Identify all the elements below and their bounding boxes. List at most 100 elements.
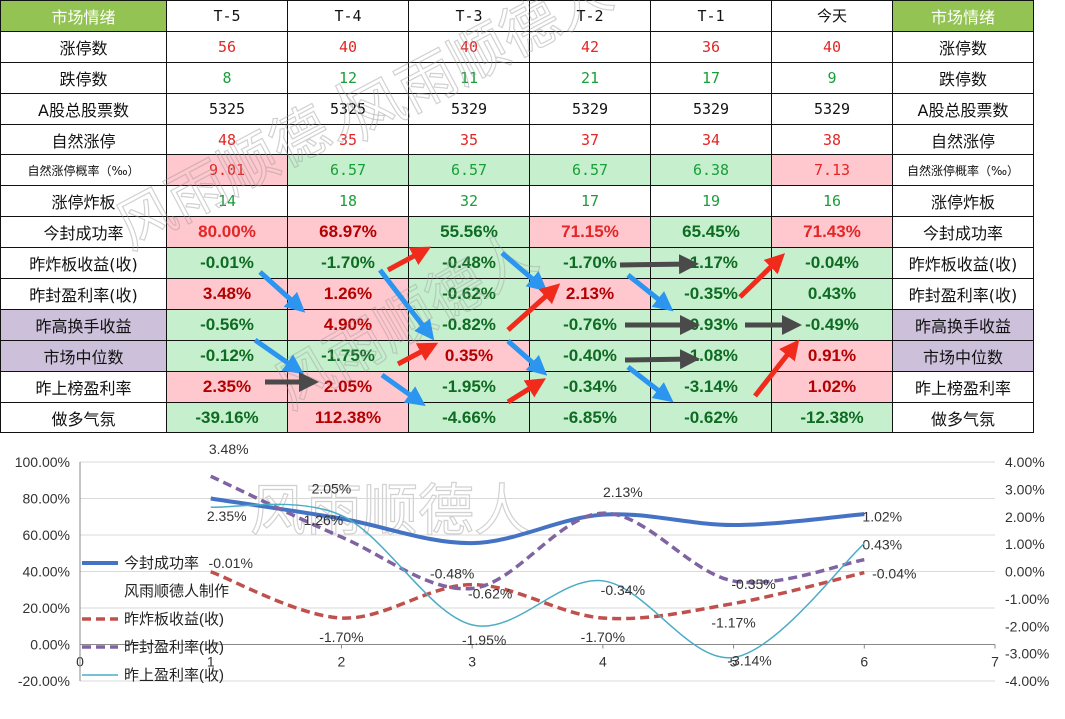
row-label-right: 跌停数 (892, 61, 1034, 94)
row-value: 9 (771, 61, 893, 94)
row-value: -1.70% (529, 247, 651, 280)
row-value: -3.14% (650, 370, 772, 403)
row-value: 2.05% (287, 370, 409, 403)
data-label: 0.43% (862, 537, 902, 553)
row-value: -0.48% (408, 247, 530, 280)
data-label: -0.35% (731, 576, 775, 592)
y-left-tick-label: 100.00% (15, 454, 70, 470)
row-value: -0.35% (650, 278, 772, 310)
row-value: 12 (287, 61, 409, 94)
row-label-right: 涨停数 (892, 30, 1034, 63)
table-row: 做多气氛 -39.16% 112.38% -4.66% -6.85% -0.62% -12.… (0, 401, 1034, 434)
row-label: 涨停数 (0, 30, 167, 63)
legend-entry: 昨上盈利率(收) (124, 667, 224, 684)
x-tick-label: 6 (860, 654, 868, 670)
table-row: 市场中位数 -0.12% -1.75% 0.35% -0.40% -1.08% 0.91% 市… (0, 339, 1034, 372)
row-value: 2.35% (166, 370, 288, 403)
header-day: T-2 (529, 0, 651, 32)
y-right-tick-label: -1.00% (1005, 591, 1049, 607)
series-line (210, 503, 865, 659)
table-row: 昨封盈利率(收) 3.48% 1.26% -0.62% 2.13% -0.35% 0.43%… (0, 278, 1034, 310)
table-row: 涨停数 56 40 40 42 36 40 涨停数 (0, 30, 1034, 63)
row-value: 17 (529, 185, 651, 218)
row-value: -0.34% (529, 370, 651, 403)
row-value: 34 (650, 123, 772, 156)
x-tick-label: 7 (991, 654, 999, 670)
row-value: 35 (287, 123, 409, 156)
data-label: 2.05% (312, 480, 352, 496)
market-sentiment-table: 市场情绪 T-5 T-4 T-3 T-2 T-1 今天 市场情绪 涨停数 56 40 40 42 36 40… (0, 0, 1034, 434)
y-left-tick-label: 60.00% (23, 527, 70, 543)
row-value: 2.13% (529, 278, 651, 310)
row-value: -1.95% (408, 370, 530, 403)
table-row: 今封成功率 80.00% 68.97% 55.56% 71.15% 65.45% 71.43… (0, 216, 1034, 249)
row-value: 40 (408, 30, 530, 63)
row-value: -1.75% (287, 339, 409, 372)
row-value: 55.56% (408, 216, 530, 249)
row-value: 6.57 (408, 154, 530, 187)
header-right-label: 市场情绪 (892, 0, 1034, 32)
row-value: 65.45% (650, 216, 772, 249)
row-label: A股总股票数 (0, 92, 167, 125)
data-label: -3.14% (727, 652, 771, 668)
row-value: -39.16% (166, 401, 288, 434)
row-value: -0.62% (408, 278, 530, 310)
row-label-right: 市场中位数 (892, 339, 1034, 372)
row-value: 9.01 (166, 154, 288, 187)
row-value: 68.97% (287, 216, 409, 249)
row-label: 昨封盈利率(收) (0, 278, 167, 310)
y-right-tick-label: -4.00% (1005, 673, 1049, 689)
row-value: 5325 (166, 92, 288, 125)
row-value: -1.70% (287, 247, 409, 280)
row-value: 7.13 (771, 154, 893, 187)
row-label: 自然涨停概率（‰） (0, 154, 167, 187)
row-label-right: 自然涨停概率（‰） (892, 154, 1034, 187)
row-value: 42 (529, 30, 651, 63)
row-value: 0.43% (771, 278, 893, 310)
row-value: 6.57 (529, 154, 651, 187)
table-row: 自然涨停 48 35 35 37 34 38 自然涨停 (0, 123, 1034, 156)
y-left-tick-label: 20.00% (23, 600, 70, 616)
row-value: 71.43% (771, 216, 893, 249)
row-value: 5329 (529, 92, 651, 125)
row-label-right: 涨停炸板 (892, 185, 1034, 218)
data-label: -0.04% (872, 566, 916, 582)
row-value: 80.00% (166, 216, 288, 249)
row-value: -0.04% (771, 247, 893, 280)
row-value: -0.82% (408, 308, 530, 341)
row-value: 5329 (771, 92, 893, 125)
header-day: T-4 (287, 0, 409, 32)
table-row: 昨上榜盈利率 2.35% 2.05% -1.95% -0.34% -3.14% 1.02% 昨… (0, 370, 1034, 403)
legend-entry: 昨炸板收益(收) (124, 610, 224, 628)
row-label-right: 昨上榜盈利率 (892, 370, 1034, 403)
row-value: 4.90% (287, 308, 409, 341)
row-value: 19 (650, 185, 772, 218)
x-tick-label: 5 (730, 654, 738, 670)
line-chart: 100.00%80.00%60.00%40.00%20.00%0.00%-20.… (15, 441, 1050, 689)
row-label-right: 今封成功率 (892, 216, 1034, 249)
row-value: 1.02% (771, 370, 893, 403)
row-value: 6.38 (650, 154, 772, 187)
y-left-tick-label: 80.00% (23, 491, 70, 507)
row-label: 跌停数 (0, 61, 167, 94)
legend-entry: 风雨顺德人制作 (124, 582, 229, 600)
row-value: -0.12% (166, 339, 288, 372)
data-label: 1.02% (862, 509, 902, 525)
row-label: 今封成功率 (0, 216, 167, 249)
x-tick-label: 4 (599, 654, 607, 670)
table-header-row: 市场情绪 T-5 T-4 T-3 T-2 T-1 今天 市场情绪 (0, 0, 1034, 32)
row-label-right: A股总股票数 (892, 92, 1034, 125)
y-right-tick-label: 3.00% (1005, 481, 1045, 497)
row-value: 5329 (650, 92, 772, 125)
y-right-tick-label: 4.00% (1005, 454, 1045, 470)
row-value: 36 (650, 30, 772, 63)
row-label: 市场中位数 (0, 339, 167, 372)
y-right-tick-label: 2.00% (1005, 509, 1045, 525)
row-value: 71.15% (529, 216, 651, 249)
row-value: -4.66% (408, 401, 530, 434)
table-row: 昨炸板收益(收) -0.01% -1.70% -0.48% -1.70% -1.17% -0… (0, 247, 1034, 280)
row-value: 11 (408, 61, 530, 94)
row-value: -0.40% (529, 339, 651, 372)
data-label: 1.26% (304, 512, 344, 528)
x-tick-label: 1 (207, 654, 215, 670)
